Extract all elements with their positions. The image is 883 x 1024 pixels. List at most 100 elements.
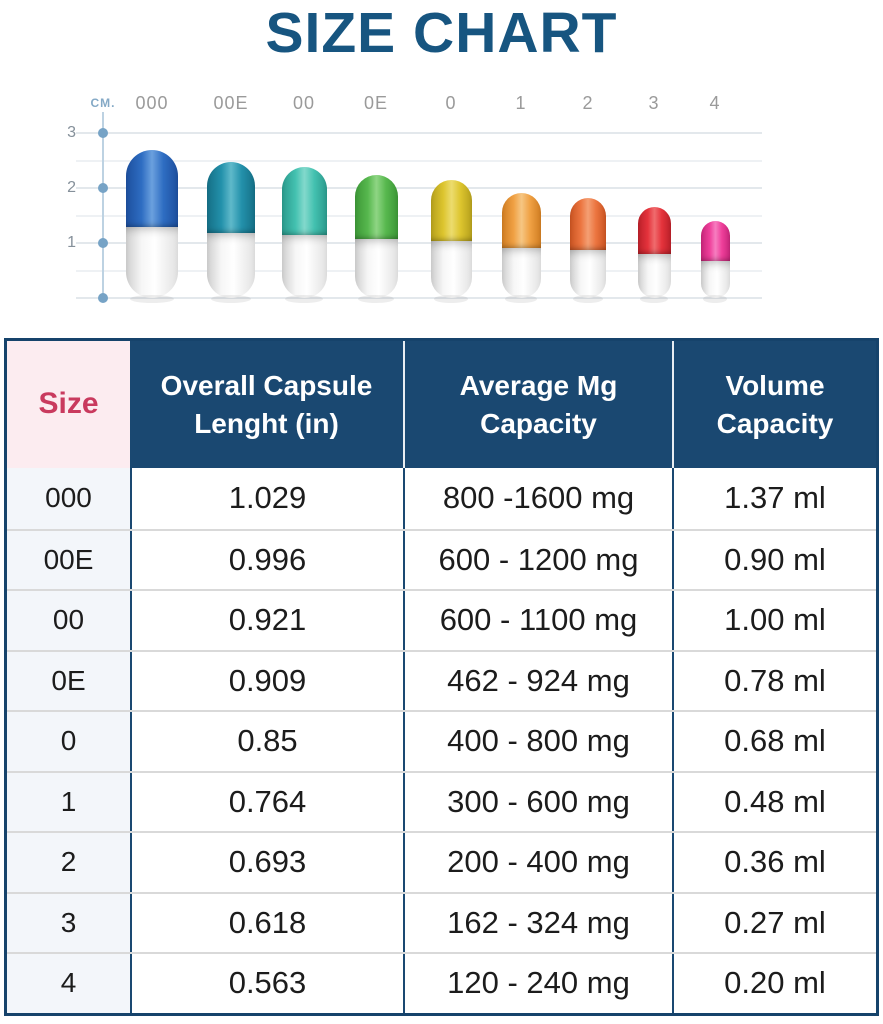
capsule-body xyxy=(637,254,671,298)
capsule-cap xyxy=(430,180,472,242)
capsule-cap xyxy=(281,167,327,236)
header-mg: Average Mg Capacity xyxy=(403,341,672,468)
gridline xyxy=(76,270,762,272)
axis-dot xyxy=(98,238,108,248)
capsule-body xyxy=(700,261,730,298)
table-row: 1 0.764 300 - 600 mg 0.48 ml xyxy=(7,770,876,831)
cell-volume: 1.37 ml xyxy=(672,468,876,529)
cell-size: 000 xyxy=(7,468,130,529)
capsule-label-00: 00 xyxy=(292,93,316,113)
capsule-label-3: 3 xyxy=(648,93,660,113)
capsule-body xyxy=(570,250,606,298)
size-table: Size Overall Capsule Lenght (in) Average… xyxy=(4,338,879,1016)
page-title: SIZE CHART xyxy=(265,1,618,65)
table-row: 4 0.563 120 - 240 mg 0.20 ml xyxy=(7,952,876,1013)
cell-length: 0.764 xyxy=(130,772,403,831)
cell-volume: 0.27 ml xyxy=(672,893,876,952)
capsule-body xyxy=(501,247,541,298)
cell-volume: 0.36 ml xyxy=(672,833,876,892)
capsule-000 xyxy=(126,150,178,303)
header-volume: Volume Capacity xyxy=(672,341,876,468)
capsule-body xyxy=(354,238,398,298)
cell-size: 0 xyxy=(7,712,130,771)
capsule-chart: CM. 3 2 1 000 00E 00 0E 0 1 2 3 4 xyxy=(0,0,883,330)
cell-mg: 600 - 1200 mg xyxy=(403,530,672,589)
cell-mg: 162 - 324 mg xyxy=(403,893,672,952)
cell-mg: 800 -1600 mg xyxy=(403,468,672,529)
capsule-00E xyxy=(207,162,255,303)
table-header-row: Size Overall Capsule Lenght (in) Average… xyxy=(7,341,876,468)
cell-length: 0.921 xyxy=(130,591,403,650)
capsule-label-1: 1 xyxy=(515,93,527,113)
capsule-cap xyxy=(126,150,178,227)
capsule-0 xyxy=(430,180,472,303)
capsule-body xyxy=(430,241,472,298)
cell-length: 0.563 xyxy=(130,954,403,1013)
table-row: 2 0.693 200 - 400 mg 0.36 ml xyxy=(7,831,876,892)
cell-size: 4 xyxy=(7,954,130,1013)
capsule-cap xyxy=(501,193,541,248)
cell-mg: 400 - 800 mg xyxy=(403,712,672,771)
table-row: 0 0.85 400 - 800 mg 0.68 ml xyxy=(7,710,876,771)
table-row: 00 0.921 600 - 1100 mg 1.00 ml xyxy=(7,589,876,650)
cell-mg: 462 - 924 mg xyxy=(403,651,672,710)
capsule-label-000: 000 xyxy=(135,93,169,113)
capsule-label-0E: 0E xyxy=(363,93,389,113)
capsule-label-0: 0 xyxy=(445,93,457,113)
capsule-body xyxy=(207,232,255,298)
unit-label: CM. xyxy=(90,96,116,110)
cell-length: 0.996 xyxy=(130,530,403,589)
table-body: 000 1.029 800 -1600 mg 1.37 ml 00E 0.996 600 -… xyxy=(7,468,876,1013)
capsule-1 xyxy=(501,193,541,303)
gridline xyxy=(76,215,762,217)
capsule-2 xyxy=(570,198,606,303)
cell-mg: 120 - 240 mg xyxy=(403,954,672,1013)
cell-volume: 0.78 ml xyxy=(672,651,876,710)
cell-mg: 200 - 400 mg xyxy=(403,833,672,892)
cell-length: 0.618 xyxy=(130,893,403,952)
table-row: 3 0.618 162 - 324 mg 0.27 ml xyxy=(7,891,876,952)
gridline xyxy=(76,160,762,162)
axis-dot xyxy=(98,293,108,303)
cell-size: 2 xyxy=(7,833,130,892)
capsule-body xyxy=(281,235,327,298)
cell-length: 1.029 xyxy=(130,468,403,529)
table-row: 000 1.029 800 -1600 mg 1.37 ml xyxy=(7,468,876,529)
cell-length: 0.85 xyxy=(130,712,403,771)
capsule-cap xyxy=(354,175,398,239)
cell-volume: 0.90 ml xyxy=(672,530,876,589)
capsule-cap xyxy=(700,221,730,262)
header-size: Size xyxy=(7,341,130,468)
capsule-cap xyxy=(637,207,671,255)
capsule-00 xyxy=(281,167,327,303)
gridline xyxy=(76,132,762,134)
gridline xyxy=(76,297,762,299)
capsule-cap xyxy=(207,162,255,233)
capsule-0E xyxy=(354,175,398,303)
capsule-label-00E: 00E xyxy=(213,93,249,113)
ruler-axis xyxy=(102,112,104,302)
cell-length: 0.909 xyxy=(130,651,403,710)
cell-size: 1 xyxy=(7,772,130,831)
tick-label: 3 xyxy=(67,124,76,141)
cell-size: 00E xyxy=(7,530,130,589)
table-row: 0E 0.909 462 - 924 mg 0.78 ml xyxy=(7,649,876,710)
tick-label: 1 xyxy=(67,234,76,251)
cell-size: 00 xyxy=(7,591,130,650)
header-length: Overall Capsule Lenght (in) xyxy=(130,341,403,468)
axis-dot xyxy=(98,128,108,138)
cell-mg: 600 - 1100 mg xyxy=(403,591,672,650)
axis-dot xyxy=(98,183,108,193)
table-row: 00E 0.996 600 - 1200 mg 0.90 ml xyxy=(7,528,876,589)
cell-size: 0E xyxy=(7,651,130,710)
cell-size: 3 xyxy=(7,893,130,952)
tick-label: 2 xyxy=(67,179,76,196)
cell-length: 0.693 xyxy=(130,833,403,892)
capsule-label-2: 2 xyxy=(582,93,594,113)
cell-volume: 0.68 ml xyxy=(672,712,876,771)
gridline xyxy=(76,187,762,189)
capsule-cap xyxy=(570,198,606,250)
cell-volume: 0.48 ml xyxy=(672,772,876,831)
cell-volume: 0.20 ml xyxy=(672,954,876,1013)
